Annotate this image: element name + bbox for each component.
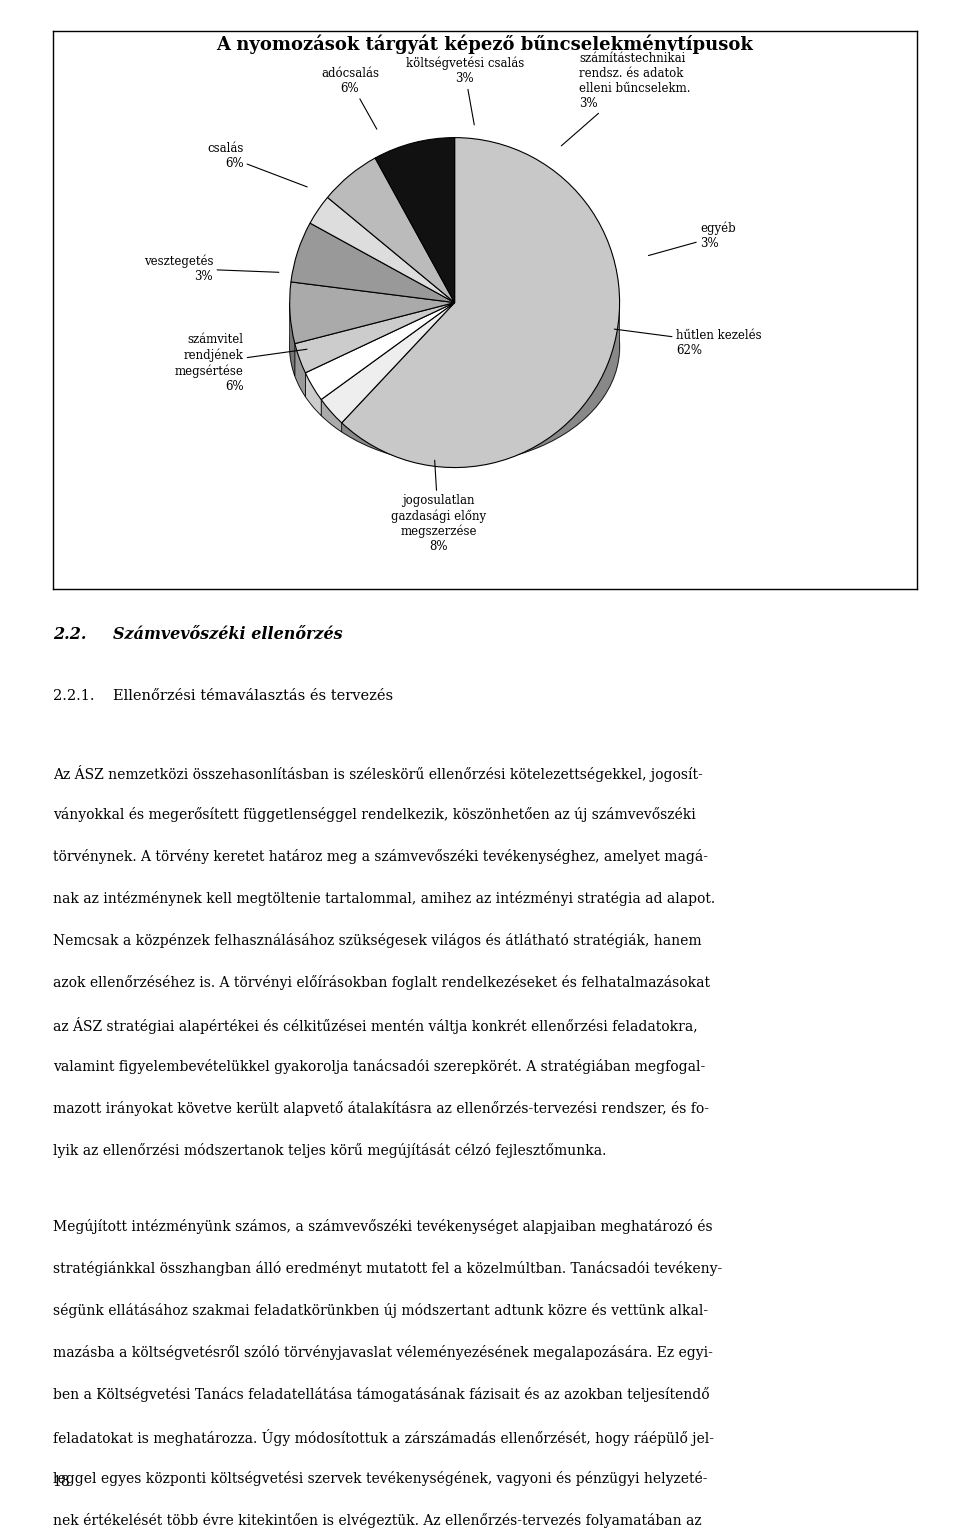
Text: Az ÁSZ nemzetközi összehasonlításban is széleskörű ellenőrzési kötelezettségekke: Az ÁSZ nemzetközi összehasonlításban is … [53, 764, 703, 781]
Text: az ÁSZ stratégiai alapértékei és célkitűzései mentén váltja konkrét ellenőrzési : az ÁSZ stratégiai alapértékei és célkitű… [53, 1017, 697, 1034]
Text: ben a Költségvetési Tanács feladatellátása támogatásának fázisait és az azokban : ben a Költségvetési Tanács feladatellátá… [53, 1387, 709, 1402]
Text: 18: 18 [53, 1475, 70, 1489]
Text: stratégiánkkal összhangban álló eredményt mutatott fel a közelmúltban. Tanácsadó: stratégiánkkal összhangban álló eredmény… [53, 1261, 722, 1277]
Wedge shape [305, 303, 455, 399]
Text: adócsalás
6%: adócsalás 6% [321, 67, 379, 128]
Text: mazásba a költségvetésről szóló törvényjavaslat véleményezésének megalapozására.: mazásba a költségvetésről szóló törvényj… [53, 1346, 712, 1361]
Text: 2.2.: 2.2. [53, 627, 86, 644]
Wedge shape [295, 303, 455, 373]
Text: mazott irányokat követve került alapvető átalakításra az ellenőrzés-tervezési re: mazott irányokat követve került alapvető… [53, 1101, 708, 1116]
Wedge shape [291, 223, 455, 303]
Wedge shape [290, 281, 455, 344]
Text: lyik az ellenőrzési módszertanok teljes körű megújítását célzó fejlesztőmunka.: lyik az ellenőrzési módszertanok teljes … [53, 1144, 606, 1159]
Polygon shape [322, 372, 342, 431]
Text: csalás
6%: csalás 6% [207, 142, 307, 187]
Text: jogosulatlan
gazdasági előny
megszerzése
8%: jogosulatlan gazdasági előny megszerzése… [391, 460, 486, 553]
Text: vesztegetés
3%: vesztegetés 3% [144, 254, 278, 283]
Text: ványokkal és megerősített függetlenséggel rendelkezik, köszönhetően az új számve: ványokkal és megerősített függetlenségge… [53, 807, 696, 823]
Text: hűtlen kezelés
62%: hűtlen kezelés 62% [614, 329, 761, 356]
Polygon shape [290, 303, 295, 376]
Text: Számvevőszéki ellenőrzés: Számvevőszéki ellenőrzés [113, 627, 343, 644]
Text: valamint figyelembevételükkel gyakorolja tanácsadói szerepkörét. A stratégiában : valamint figyelembevételükkel gyakorolja… [53, 1060, 705, 1075]
Text: számítástechnikai
rendsz. és adatok
elleni bűncselekm.
3%: számítástechnikai rendsz. és adatok elle… [562, 52, 691, 145]
Wedge shape [327, 157, 455, 303]
Text: Megújított intézményünk számos, a számvevőszéki tevékenységet alapjaiban meghatá: Megújított intézményünk számos, a számve… [53, 1219, 712, 1234]
Text: törvénynek. A törvény keretet határoz meg a számvevőszéki tevékenységhez, amelye: törvénynek. A törvény keretet határoz me… [53, 849, 708, 864]
Text: számvitel
rendjének
megsértése
6%: számvitel rendjének megsértése 6% [175, 333, 307, 393]
Ellipse shape [290, 231, 619, 463]
Text: nek értékelését több évre kitekintően is elvégeztük. Az ellenőrzés-tervezés foly: nek értékelését több évre kitekintően is… [53, 1514, 702, 1529]
Text: egyéb
3%: egyéb 3% [648, 222, 735, 255]
Text: feladatokat is meghatározza. Úgy módosítottuk a zárszámadás ellenőrzését, hogy r: feladatokat is meghatározza. Úgy módosít… [53, 1430, 714, 1446]
Title: A nyomozások tárgyát képező bűncselekménytípusok: A nyomozások tárgyát képező bűncselekmén… [216, 35, 754, 54]
Wedge shape [375, 138, 455, 303]
Text: 2.2.1.: 2.2.1. [53, 690, 94, 703]
Wedge shape [310, 197, 455, 303]
Text: Ellenőrzési témaválasztás és tervezés: Ellenőrzési témaválasztás és tervezés [113, 690, 394, 703]
Text: leggel egyes központi költségvetési szervek tevékenységének, vagyoni és pénzügyi: leggel egyes központi költségvetési szer… [53, 1471, 708, 1486]
Text: ségünk ellátásához szakmai feladatkörünkben új módszertant adtunk közre és vettü: ségünk ellátásához szakmai feladatkörünk… [53, 1303, 708, 1318]
Polygon shape [305, 352, 322, 416]
Polygon shape [295, 332, 305, 396]
Text: költségvetési csalás
3%: költségvetési csalás 3% [405, 57, 524, 125]
Text: azok ellenőrzéséhez is. A törvényi előírásokban foglalt rendelkezéseket és felha: azok ellenőrzéséhez is. A törvényi előír… [53, 976, 709, 991]
Text: nak az intézménynek kell megtöltenie tartalommal, amihez az intézményi stratégia: nak az intézménynek kell megtöltenie tar… [53, 891, 715, 907]
Text: Nemcsak a közpénzek felhasználásához szükségesek világos és átlátható stratégiák: Nemcsak a közpénzek felhasználásához szü… [53, 933, 702, 948]
Wedge shape [322, 303, 455, 424]
Polygon shape [342, 304, 619, 463]
Wedge shape [342, 138, 619, 468]
